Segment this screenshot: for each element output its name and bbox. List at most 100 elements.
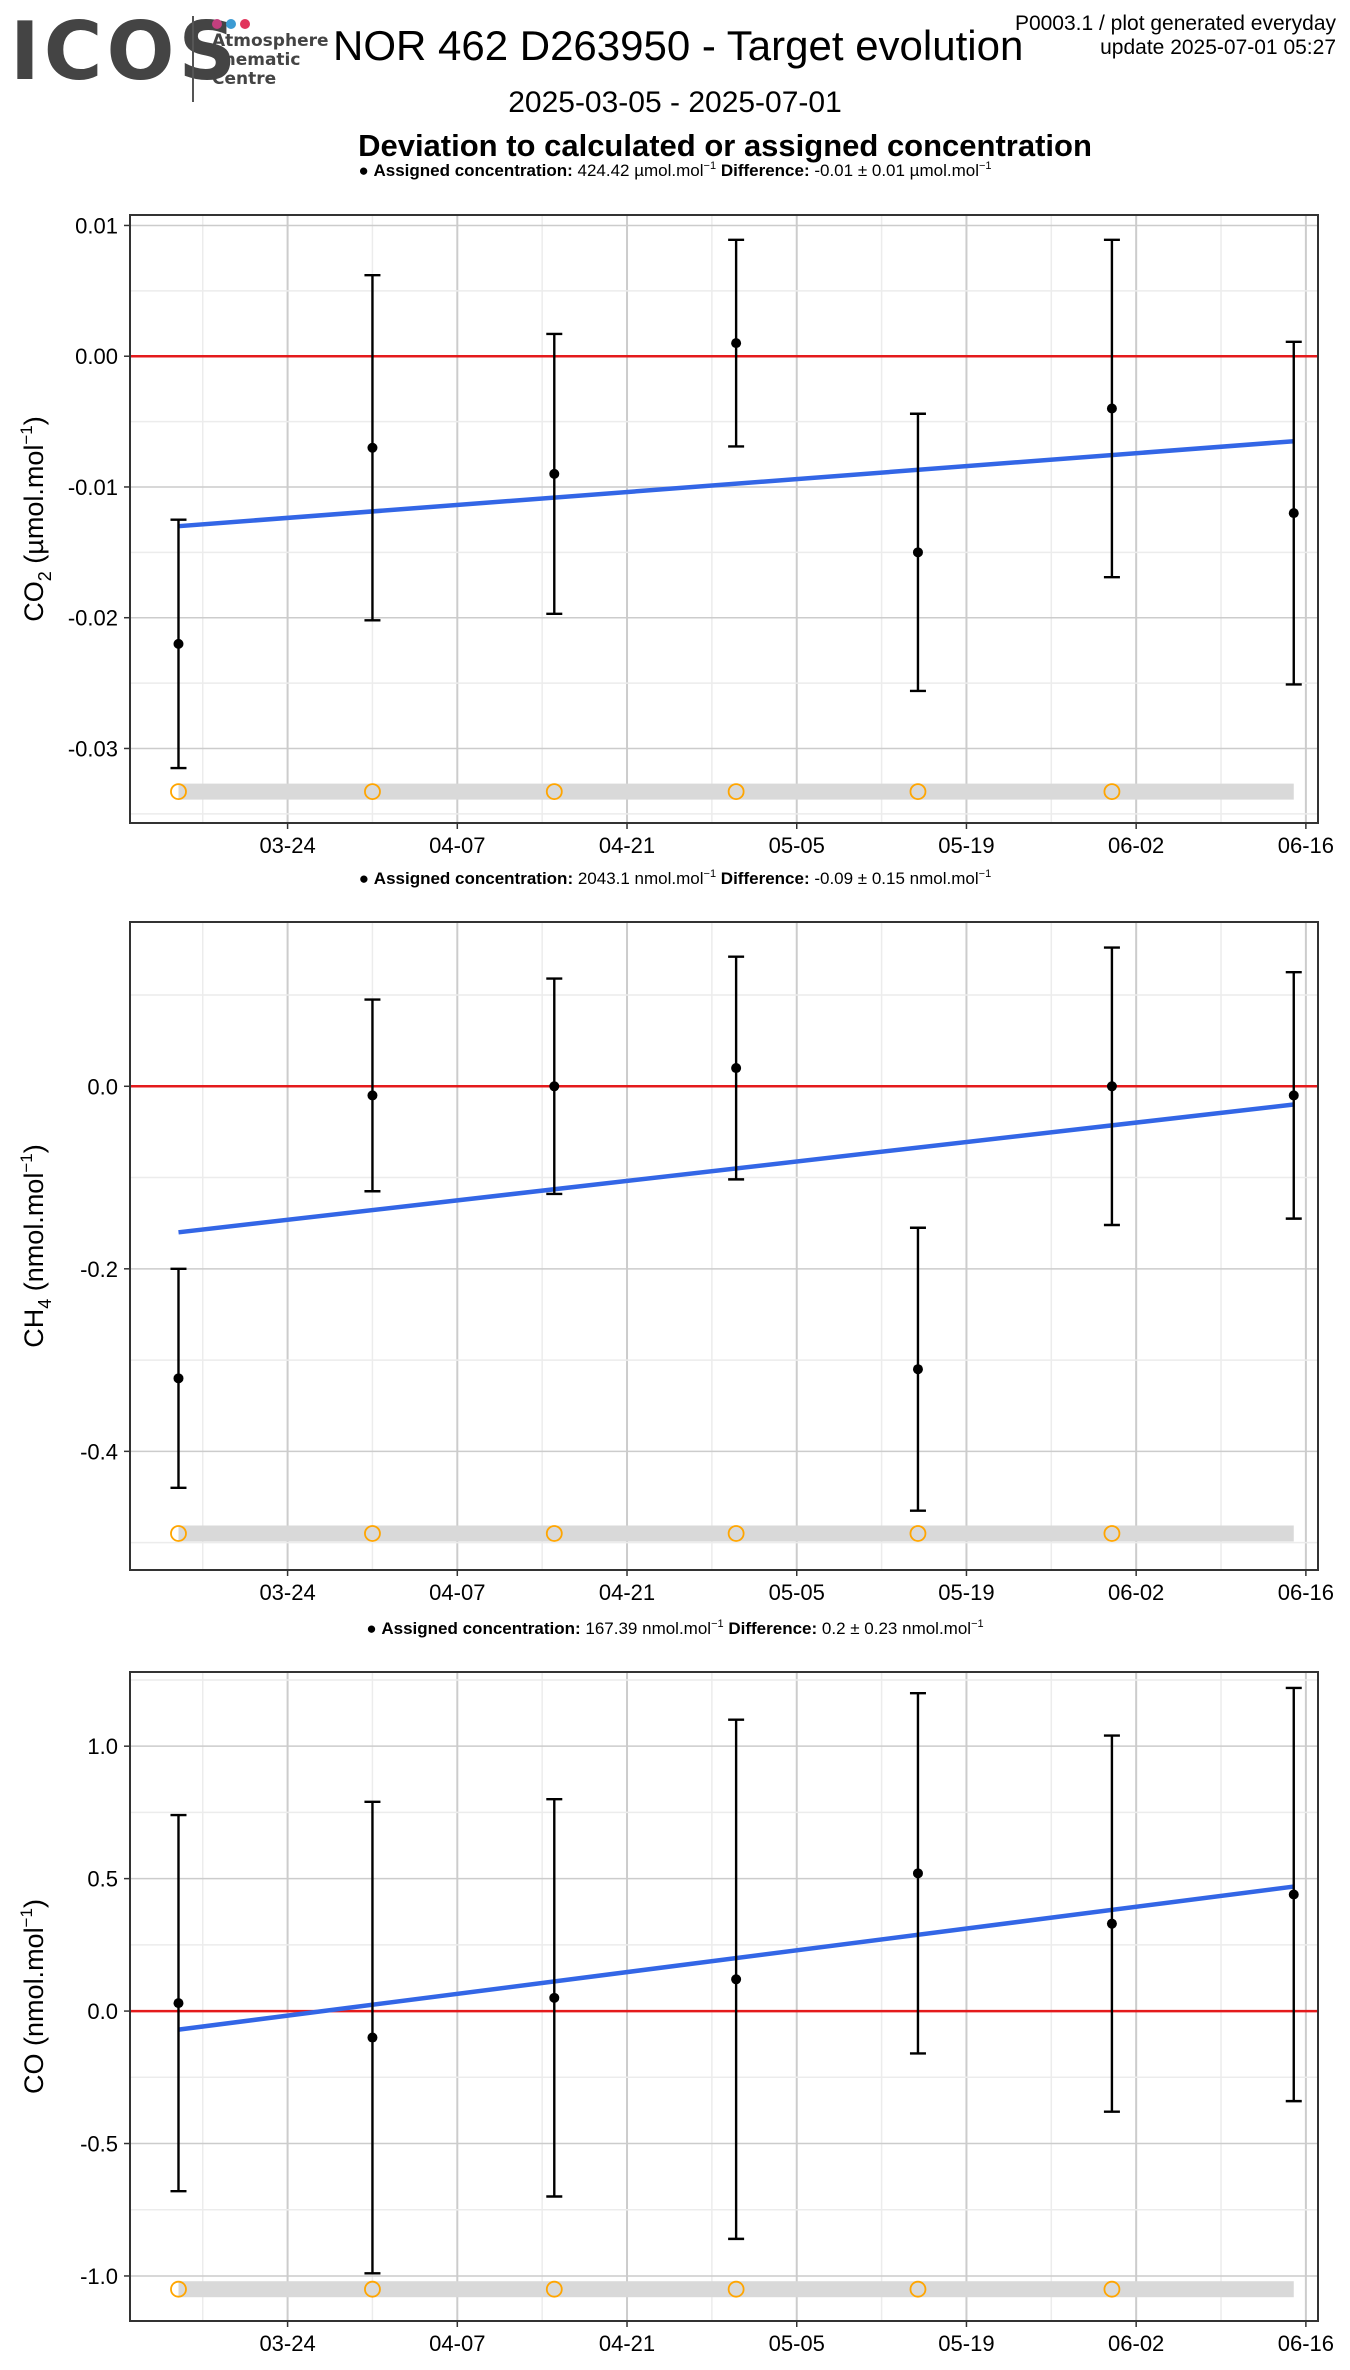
x-tick-label: 05-19 [938, 1580, 994, 1605]
y-tick-label: 1.0 [87, 1734, 118, 1759]
flag-marker [545, 2280, 563, 2298]
x-tick-label: 06-02 [1108, 833, 1164, 858]
date-range: 2025-03-05 - 2025-07-01 [508, 86, 842, 119]
data-point [1106, 403, 1117, 414]
data-point [549, 1081, 560, 1092]
x-tick-label: 06-02 [1108, 1580, 1164, 1605]
data-point [1106, 1918, 1117, 1929]
chart-panel-co: ● Assigned concentration: 167.39 nmol.mo… [17, 1618, 1334, 2356]
chart-panel-co2: ● Assigned concentration: 424.42 µmol.mo… [17, 160, 1334, 858]
data-point [367, 2032, 378, 2043]
x-tick-label: 06-16 [1278, 2331, 1334, 2356]
logo-dot-2 [226, 19, 236, 29]
flag-marker [1103, 1525, 1121, 1542]
plot-info: P0003.1 / plot generated everyday update… [1015, 12, 1336, 60]
data-point [731, 1063, 742, 1074]
y-tick-label: -0.2 [80, 1257, 118, 1282]
logo-divider [192, 16, 194, 102]
x-tick-label: 05-05 [769, 1580, 825, 1605]
y-tick-label: 0.0 [87, 1074, 118, 1099]
logo-dot-3 [240, 19, 250, 29]
data-point [367, 442, 378, 453]
flag-marker [909, 2280, 927, 2298]
page-title: NOR 462 D263950 - Target evolution [333, 22, 1024, 69]
data-point [549, 468, 560, 479]
chart-panel-ch4: ● Assigned concentration: 2043.1 nmol.mo… [17, 868, 1334, 1605]
data-point [912, 547, 923, 558]
x-tick-label: 06-16 [1278, 1580, 1334, 1605]
legend-ch4: ● Assigned concentration: 2043.1 nmol.mo… [359, 868, 991, 888]
x-tick-label: 03-24 [259, 1580, 315, 1605]
flag-marker [545, 783, 563, 801]
logo-dot-1 [212, 19, 222, 29]
logo-dots [212, 16, 254, 34]
data-point [1288, 1889, 1299, 1900]
flag-band [178, 2281, 1294, 2298]
y-tick-label: 0.00 [75, 344, 118, 369]
x-tick-label: 04-07 [429, 2331, 485, 2356]
flag-marker [727, 2280, 745, 2298]
x-tick-label: 03-24 [259, 2331, 315, 2356]
logo-subtitle-line-3: Centre [212, 69, 277, 89]
flag-marker [170, 2280, 187, 2298]
data-point [549, 1992, 560, 2003]
data-point [731, 1974, 742, 1985]
data-point [912, 1868, 923, 1879]
flag-marker [909, 783, 927, 801]
y-tick-label: -1.0 [80, 2264, 118, 2289]
x-tick-label: 06-16 [1278, 833, 1334, 858]
x-tick-label: 05-05 [769, 833, 825, 858]
flag-band [178, 1525, 1294, 1542]
flag-marker [364, 2280, 381, 2298]
flag-marker [545, 1525, 563, 1542]
flag-marker [727, 783, 745, 801]
flag-marker [364, 783, 381, 801]
flag-marker [1103, 2280, 1121, 2298]
flag-marker [1103, 783, 1121, 801]
data-point [912, 1364, 923, 1375]
plot-id-text: P0003.1 / plot generated everyday [1014, 12, 1336, 35]
y-tick-label: -0.4 [80, 1439, 118, 1464]
x-tick-label: 04-21 [599, 2331, 655, 2356]
x-tick-label: 06-02 [1108, 2331, 1164, 2356]
y-tick-label: 0.5 [87, 1867, 118, 1892]
x-tick-label: 05-19 [938, 2331, 994, 2356]
data-point [1288, 508, 1299, 519]
flag-marker [364, 1525, 381, 1542]
logo-subtitle: Atmosphere Thematic Centre [212, 32, 329, 89]
y-axis-label: CH4 (nmol.mol−1) [17, 1144, 55, 1347]
panel-frame [129, 214, 1319, 824]
y-tick-label: -0.02 [68, 606, 118, 631]
trend-line [178, 438, 1294, 529]
y-tick-label: 0.01 [75, 213, 118, 238]
data-point [173, 1998, 184, 2009]
icos-logo: ICOS [10, 5, 241, 98]
flag-marker [170, 1525, 187, 1542]
y-tick-label: -0.03 [68, 736, 118, 761]
logo-subtitle-line-1: Atmosphere [212, 31, 329, 51]
x-tick-label: 05-19 [938, 833, 994, 858]
panel-frame [129, 1671, 1319, 2322]
x-tick-label: 04-21 [599, 1580, 655, 1605]
y-axis-label: CO2 (µmol.mol−1) [17, 416, 55, 621]
x-tick-label: 04-21 [599, 833, 655, 858]
data-point [731, 338, 742, 349]
legend-co: ● Assigned concentration: 167.39 nmol.mo… [366, 1618, 983, 1638]
legend-co2: ● Assigned concentration: 424.42 µmol.mo… [358, 160, 991, 180]
x-tick-label: 05-05 [769, 2331, 825, 2356]
chart-subtitle: Deviation to calculated or assigned conc… [358, 128, 1092, 163]
x-tick-label: 04-07 [429, 833, 485, 858]
flag-marker [909, 1525, 927, 1542]
y-tick-label: 0.0 [87, 1999, 118, 2024]
x-tick-label: 03-24 [259, 833, 315, 858]
logo-subtitle-line-2: Thematic [212, 50, 301, 70]
y-tick-label: -0.01 [68, 475, 118, 500]
data-point [1106, 1081, 1117, 1092]
flag-marker [170, 783, 187, 801]
panel-frame [129, 921, 1319, 1571]
data-point [1288, 1090, 1299, 1101]
x-tick-label: 04-07 [429, 1580, 485, 1605]
data-point [367, 1090, 378, 1101]
data-point [173, 638, 184, 649]
